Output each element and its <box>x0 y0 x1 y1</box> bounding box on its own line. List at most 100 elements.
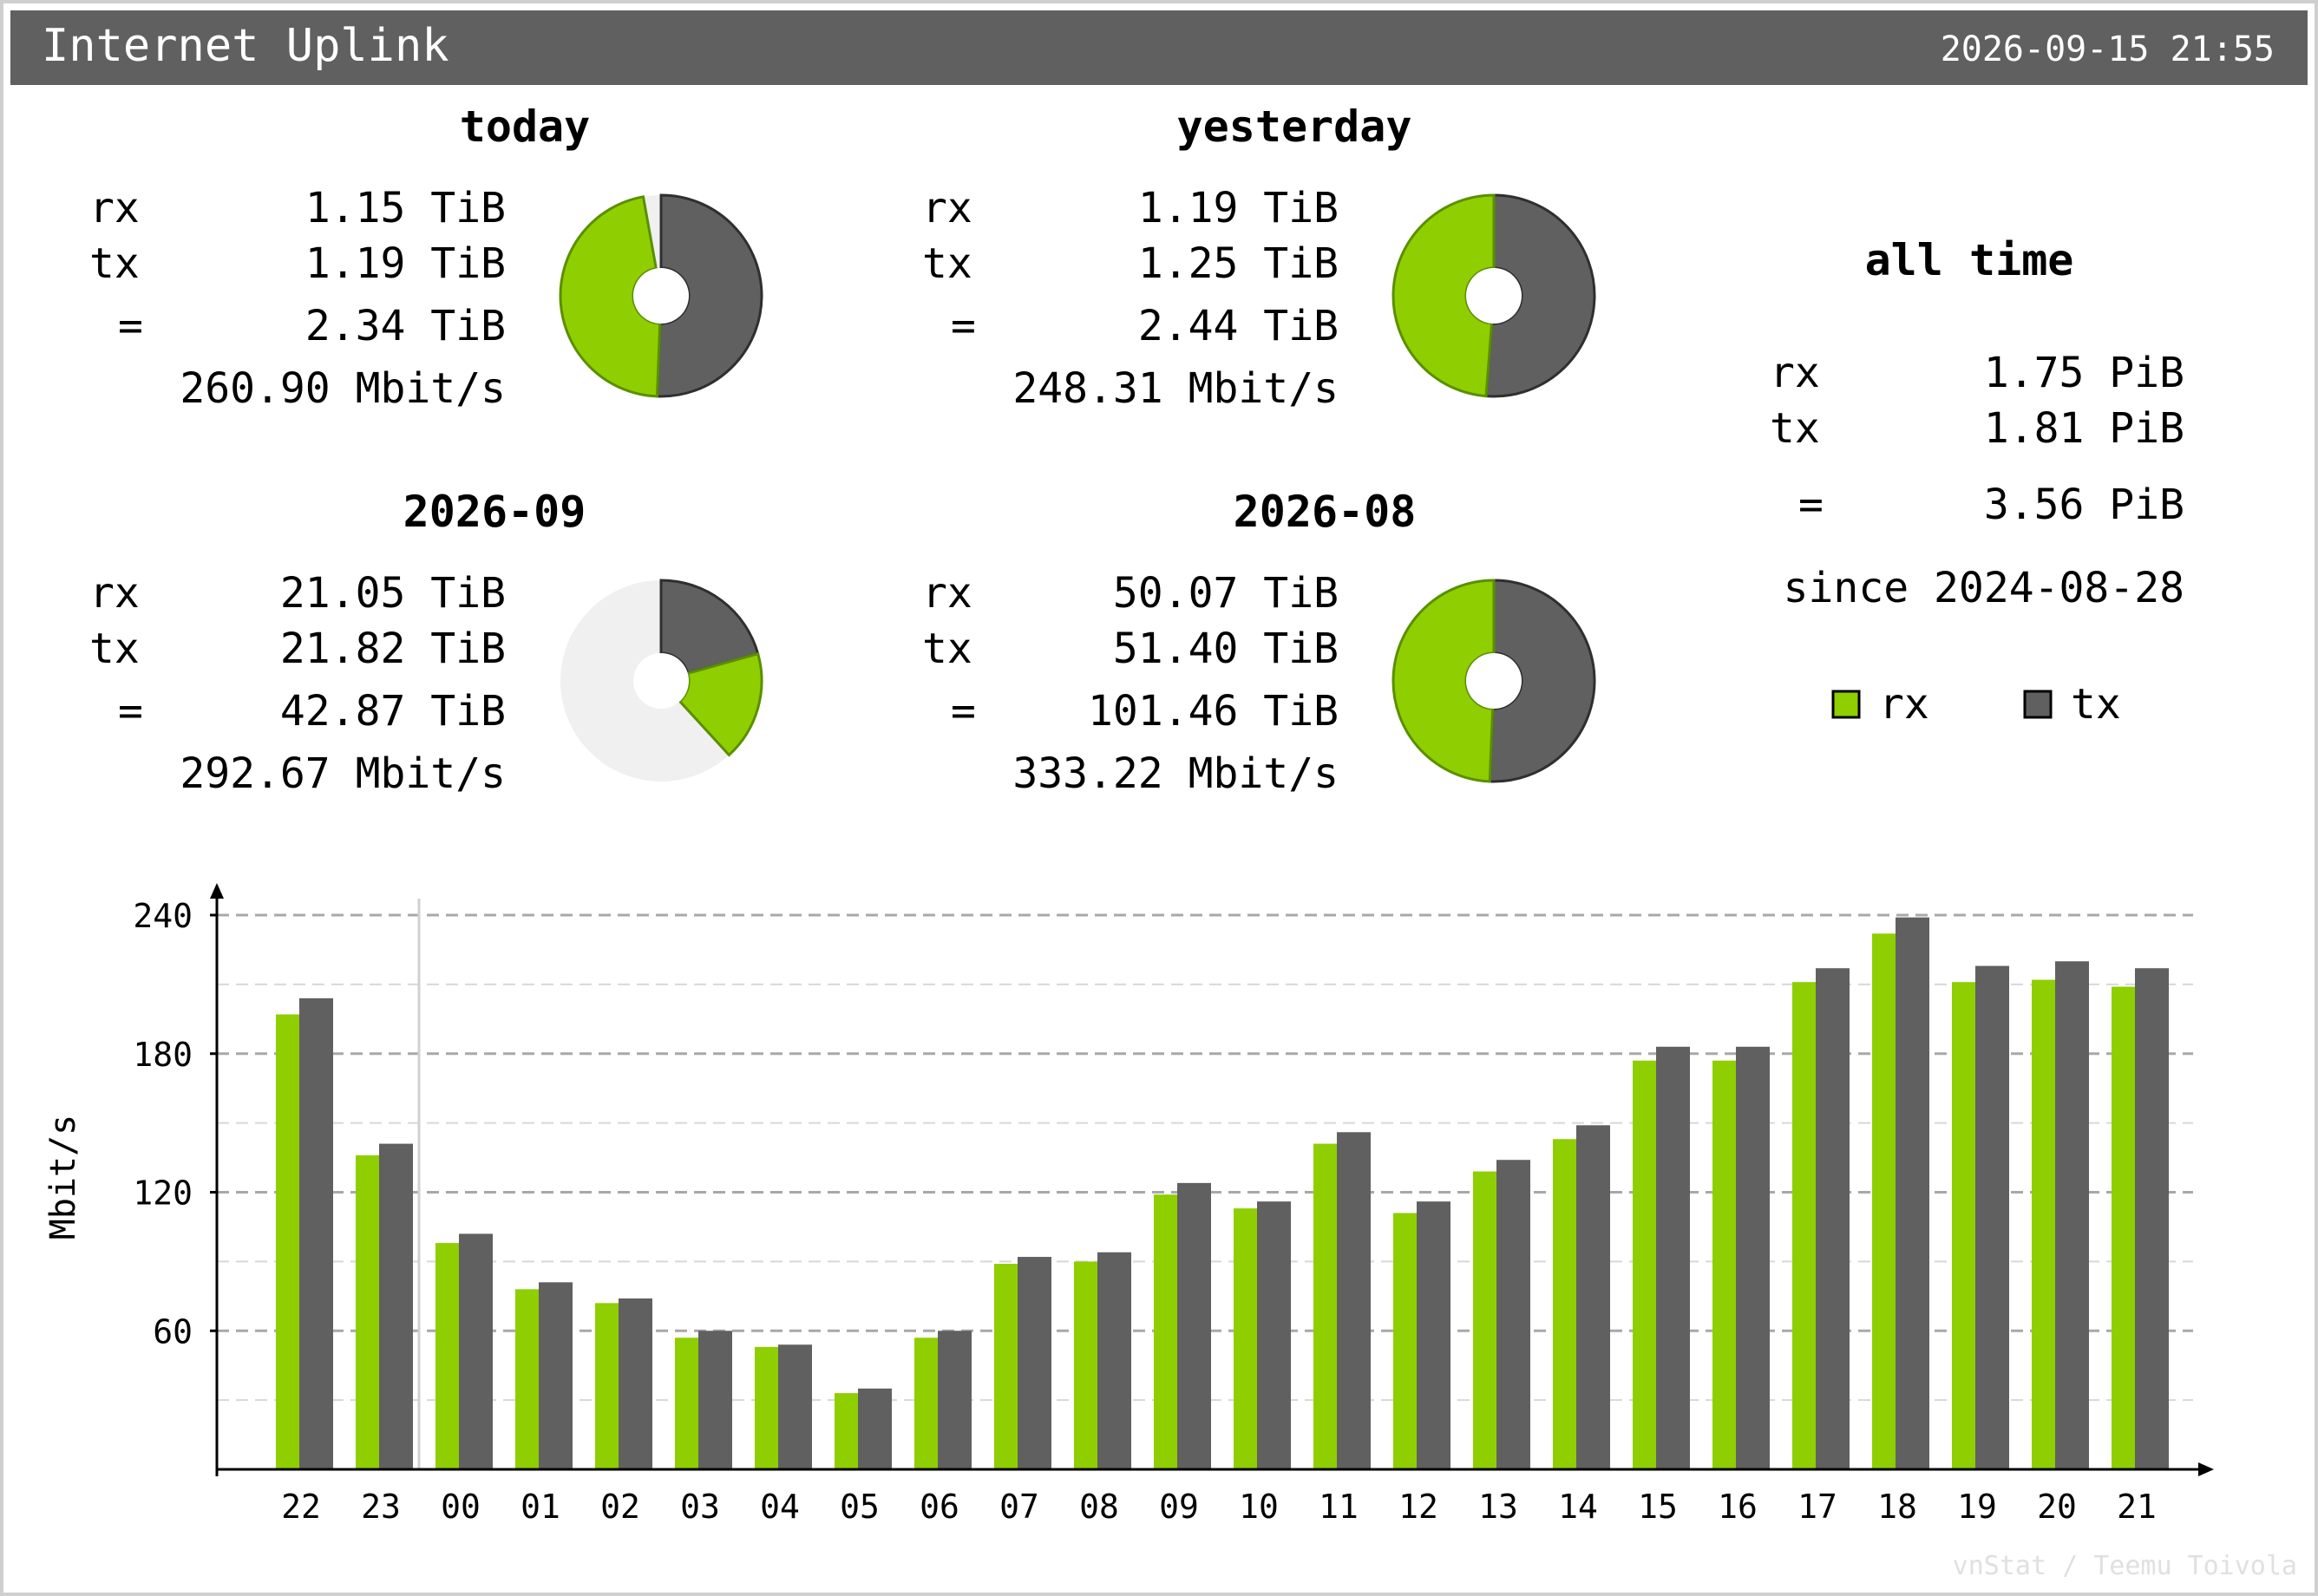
tx-value: 1.19 TiB <box>305 239 506 288</box>
usage-pie <box>1391 193 1596 398</box>
rx-value: 1.19 TiB <box>1138 184 1339 232</box>
y-tick-label: 120 <box>133 1174 193 1213</box>
bar-tx <box>1656 1046 1690 1469</box>
average-rate: 248.31 Mbit/s <box>1012 364 1339 413</box>
average-rate: 292.67 Mbit/s <box>180 749 506 798</box>
bar-tx <box>379 1143 413 1469</box>
bar-rx <box>1313 1143 1337 1469</box>
total-eq-label: = <box>951 687 976 736</box>
bar-tx <box>539 1282 573 1469</box>
x-tick-label: 05 <box>840 1488 880 1526</box>
x-tick-label: 03 <box>680 1488 720 1526</box>
bar-rx <box>1792 982 1816 1469</box>
bar-rx <box>914 1338 938 1469</box>
x-tick-label: 22 <box>281 1488 321 1526</box>
x-tick-label: 08 <box>1079 1488 1119 1526</box>
panel-title: today <box>460 101 591 152</box>
bar-rx <box>1952 982 1975 1469</box>
rx-value: 50.07 TiB <box>1113 569 1339 618</box>
bar-tx <box>459 1233 493 1469</box>
bar-rx <box>1154 1194 1177 1469</box>
rx-label: rx <box>922 569 972 618</box>
pie-center-hole <box>633 653 689 709</box>
bar-tx <box>1257 1201 1291 1469</box>
x-tick-label: 00 <box>441 1488 481 1526</box>
panel-title: 2026-09 <box>403 487 586 537</box>
pie-center-hole <box>1466 653 1522 709</box>
x-tick-label: 21 <box>2117 1488 2157 1526</box>
panel-title: 2026-08 <box>1234 487 1417 537</box>
y-axis-label: Mbit/s <box>43 1115 83 1240</box>
tx-value: 51.40 TiB <box>1113 625 1339 673</box>
bar-rx <box>1074 1261 1097 1469</box>
rx-value: 21.05 TiB <box>280 569 506 618</box>
tx-value: 1.81 PiB <box>1984 404 2184 453</box>
y-tick-label: 60 <box>153 1312 193 1351</box>
bar-rx <box>1234 1208 1257 1469</box>
rx-label: rx <box>922 184 972 232</box>
usage-pie <box>560 579 763 782</box>
bar-rx <box>675 1338 698 1469</box>
tx-label: tx <box>89 239 140 288</box>
pie-center-hole <box>1466 268 1522 324</box>
x-tick-label: 23 <box>361 1488 401 1526</box>
bar-rx <box>276 1014 299 1469</box>
total-value: 101.46 TiB <box>1088 687 1339 736</box>
total-eq-label: = <box>118 302 143 350</box>
bar-tx <box>1337 1132 1371 1469</box>
bar-tx <box>698 1331 732 1469</box>
panel-all-time: all time rx 1.75 PiB tx 1.81 PiB = 3.56 … <box>1770 235 2184 612</box>
bar-rx <box>1393 1213 1417 1469</box>
total-value: 3.56 PiB <box>1984 481 2184 529</box>
bar-tx <box>1736 1046 1770 1469</box>
total-value: 2.44 TiB <box>1138 302 1339 350</box>
tx-label: tx <box>922 239 972 288</box>
x-tick-label: 17 <box>1797 1488 1837 1526</box>
tx-value: 21.82 TiB <box>280 625 506 673</box>
bar-rx <box>435 1243 459 1469</box>
average-rate: 260.90 Mbit/s <box>180 364 506 413</box>
bar-rx <box>2032 979 2055 1469</box>
legend-swatch-tx <box>2023 690 2053 719</box>
panel-this-month: 2026-09 rx 21.05 TiB tx 21.82 TiB = 42.8… <box>89 487 763 798</box>
panel-title: all time <box>1865 235 2074 285</box>
bar-tx <box>778 1344 812 1469</box>
footer-credit: vnStat / Teemu Toivola <box>1953 1551 2297 1581</box>
bar-tx <box>1417 1201 1450 1469</box>
rx-value: 1.15 TiB <box>305 184 506 232</box>
x-tick-label: 04 <box>760 1488 800 1526</box>
tx-label: tx <box>1770 404 1820 453</box>
rx-label: rx <box>1770 349 1820 397</box>
x-tick-label: 13 <box>1478 1488 1518 1526</box>
bar-rx <box>1553 1139 1576 1469</box>
legend: rx tx <box>1831 680 2121 729</box>
panel-last-month: 2026-08 rx 50.07 TiB tx 51.40 TiB = 101.… <box>922 487 1596 798</box>
total-eq-label: = <box>118 687 143 736</box>
bar-rx <box>1712 1060 1736 1469</box>
bar-tx <box>1177 1182 1211 1469</box>
bar-tx <box>2055 961 2089 1469</box>
panel-title: yesterday <box>1177 101 1412 152</box>
x-tick-label: 07 <box>999 1488 1039 1526</box>
bar-rx <box>515 1289 539 1469</box>
header-bar <box>10 10 2308 85</box>
x-tick-label: 09 <box>1159 1488 1199 1526</box>
total-eq-label: = <box>951 302 976 350</box>
bar-rx <box>2112 986 2135 1469</box>
panel-today: today rx 1.15 TiB tx 1.19 TiB = 2.34 TiB… <box>89 101 763 413</box>
bar-tx <box>938 1331 972 1469</box>
x-tick-label: 15 <box>1638 1488 1678 1526</box>
x-tick-label: 12 <box>1398 1488 1438 1526</box>
bar-tx <box>1816 968 1850 1469</box>
header-title: Internet Uplink <box>42 20 449 72</box>
bar-tx <box>1896 917 1929 1469</box>
header-timestamp: 2026-09-15 21:55 <box>1941 29 2275 69</box>
bar-rx <box>1633 1060 1656 1469</box>
x-tick-label: 02 <box>600 1488 640 1526</box>
bar-tx <box>1018 1257 1051 1469</box>
x-tick-label: 20 <box>2037 1488 2077 1526</box>
usage-pie <box>559 193 763 398</box>
rx-label: rx <box>89 184 140 232</box>
bar-rx <box>1473 1171 1496 1469</box>
